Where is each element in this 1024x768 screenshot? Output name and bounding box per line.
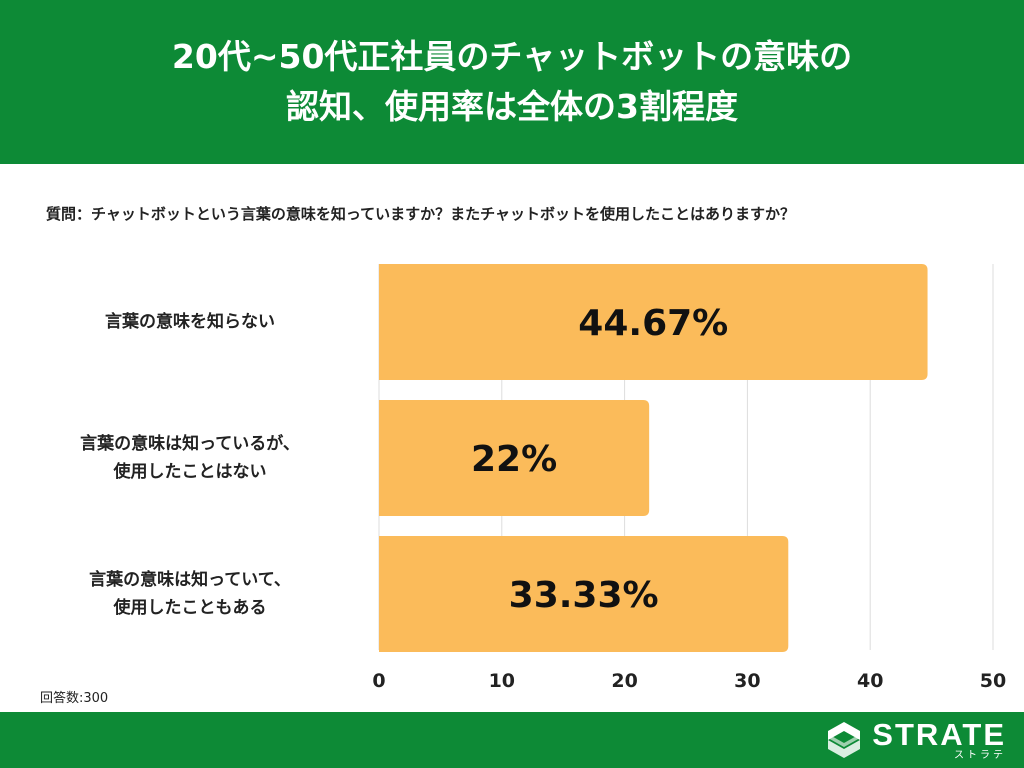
logo-wordmark: STRATE <box>872 717 1006 752</box>
category-label-line: 言葉の意味を知らない <box>105 312 275 332</box>
category-label: 言葉の意味は知っていて、 使用したこともある <box>30 566 350 622</box>
page-title-line-2: 認知、使用率は全体の3割程度 <box>286 87 738 126</box>
bar <box>379 264 928 380</box>
x-tick-label: 20 <box>611 670 637 692</box>
category-label-line: 言葉の意味は知っていて、 <box>89 570 291 590</box>
category-label-line: 言葉の意味は知っているが、 <box>80 434 300 454</box>
survey-question: 質問：チャットボットという言葉の意味を知っていますか？またチャットボットを使用し… <box>46 205 795 223</box>
bar-value-label: 33.33% <box>509 575 659 616</box>
x-tick-label: 0 <box>372 670 385 692</box>
category-label-line: 使用したことはない <box>113 462 267 482</box>
category-label: 言葉の意味は知っているが、 使用したことはない <box>30 430 350 486</box>
bar-value-label: 44.67% <box>578 303 728 344</box>
respondent-count: 回答数:300 <box>40 691 109 706</box>
bar <box>379 536 789 652</box>
logo-kana: ストラテ <box>954 750 1006 761</box>
page-title-line-1: 20代~50代正社員のチャットボットの意味の <box>171 37 853 76</box>
x-tick-label: 30 <box>734 670 760 692</box>
x-tick-label: 50 <box>980 670 1006 692</box>
header-banner: 20代~50代正社員のチャットボットの意味の 認知、使用率は全体の3割程度 <box>0 0 1024 164</box>
strate-logo: STRATE ストラテ <box>824 718 1006 762</box>
strate-logo-icon <box>828 722 861 758</box>
x-tick-label: 40 <box>857 670 883 692</box>
footer-banner: STRATE ストラテ <box>0 712 1024 768</box>
x-tick-label: 10 <box>489 670 515 692</box>
bar-value-label: 22% <box>471 439 557 480</box>
category-label: 言葉の意味を知らない <box>30 308 350 336</box>
bar-chart: 0 10 20 30 40 50 44.67% 22% 33.33% <box>372 264 1006 692</box>
category-label-line: 使用したこともある <box>113 598 267 618</box>
bar <box>379 400 650 516</box>
